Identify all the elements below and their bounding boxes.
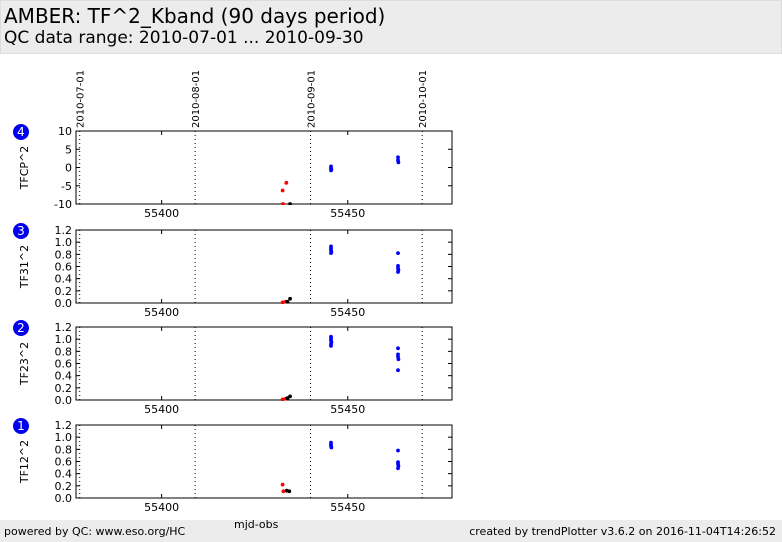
panel-1: 55400 55450 1.21.00.80.60.40.20.0 TF12^2 1 — [13, 418, 453, 514]
data-point-blue — [396, 251, 400, 256]
data-point-black — [288, 296, 292, 301]
y-tick-label: 0.2 — [55, 285, 73, 298]
x-tick-label: 55450 — [330, 306, 365, 319]
y-tick-label: 0.6 — [55, 358, 73, 371]
x-tick-label: 55450 — [330, 501, 365, 514]
y-tick-label: 0.2 — [55, 382, 73, 395]
y-tick-label: 0.8 — [55, 443, 73, 456]
data-point-red — [280, 397, 285, 401]
panel-3: 55400 55450 1.21.00.80.60.40.20.0 TF31^2 3 — [13, 223, 453, 319]
y-axis-label: TFCP^2 — [18, 146, 31, 191]
page-title: AMBER: TF^2_Kband (90 days period) — [4, 4, 386, 28]
date-label: 2010-07-01 — [76, 70, 87, 128]
data-point-blue — [329, 251, 333, 256]
panel-number-badge — [13, 418, 29, 434]
panel-number: 3 — [17, 224, 25, 238]
data-point-blue — [396, 357, 401, 362]
y-tick-label: 10 — [58, 125, 72, 138]
y-axis-label: TF12^2 — [18, 440, 31, 484]
data-point-black — [285, 299, 290, 304]
x-axis-label: mjd-obs — [234, 518, 279, 531]
data-points — [280, 244, 401, 304]
panel-2: 55400 55450 1.21.00.80.60.40.20.0 TF23^2 2 — [13, 320, 453, 416]
y-axis-label: TF31^2 — [18, 245, 31, 289]
footer-credit: powered by QC: www.eso.org/HC — [4, 525, 186, 538]
panel-frame — [75, 130, 453, 205]
data-point-red — [280, 300, 285, 304]
data-point-blue — [396, 346, 400, 351]
panel-frame — [75, 229, 453, 304]
panel-number: 1 — [17, 419, 25, 433]
y-tick-label: 0 — [65, 162, 72, 175]
data-point-red — [281, 202, 285, 205]
data-point-red — [280, 482, 285, 487]
x-tick-label: 55450 — [330, 403, 365, 416]
data-point-blue — [396, 466, 400, 471]
y-tick-label: 0.8 — [55, 248, 73, 261]
data-point-blue — [396, 155, 400, 160]
page-subtitle: QC data range: 2010-07-01 ... 2010-09-30 — [4, 28, 364, 48]
y-tick-label: 1.2 — [55, 419, 73, 432]
data-point-black — [285, 396, 290, 401]
x-tick-label: 55400 — [144, 306, 179, 319]
date-label: 2010-10-01 — [418, 70, 429, 128]
data-points — [280, 334, 401, 401]
data-points — [280, 155, 401, 205]
panel-frame — [75, 424, 453, 499]
trend-plot: 2010-07-01 2010-08-01 2010-09-01 2010-10-01… — [13, 70, 453, 514]
y-tick-label: 1.2 — [55, 224, 73, 237]
date-label: 2010-08-01 — [191, 70, 202, 128]
x-tick-label: 55400 — [144, 207, 179, 220]
panel-number: 2 — [17, 321, 25, 335]
header-bar — [0, 0, 782, 54]
data-point-blue — [396, 160, 401, 165]
data-point-blue — [396, 368, 400, 373]
data-point-blue — [329, 445, 334, 450]
y-tick-label: 1.0 — [55, 333, 73, 346]
panel-number-badge — [13, 320, 29, 336]
y-tick-label: 0.0 — [55, 394, 73, 407]
data-point-blue — [396, 448, 400, 453]
panel-number-badge — [13, 223, 29, 239]
panel-number-badge — [13, 124, 29, 140]
panel-frame — [75, 326, 453, 401]
footer-created: created by trendPlotter v3.6.2 on 2016-1… — [469, 525, 776, 538]
y-tick-label: 1.2 — [55, 321, 73, 334]
y-axis-label: TF23^2 — [18, 342, 31, 386]
y-tick-label: 0.6 — [55, 261, 73, 274]
x-tick-label: 55400 — [144, 403, 179, 416]
data-point-red — [281, 489, 286, 494]
y-tick-label: 0.4 — [55, 468, 73, 481]
y-tick-label: 1.0 — [55, 236, 73, 249]
y-tick-label: 0.0 — [55, 492, 73, 505]
y-tick-label: 0.4 — [55, 370, 73, 383]
y-tick-label: 1.0 — [55, 431, 73, 444]
y-tick-label: 0.6 — [55, 456, 73, 469]
footer-bar — [0, 520, 782, 542]
y-tick-label: 0.8 — [55, 345, 73, 358]
data-point-blue — [396, 270, 400, 274]
panel-4: 55400 55450 10 5 0 -5 -10 TFCP^2 4 — [13, 124, 453, 220]
y-tick-label: 0.2 — [55, 480, 73, 493]
data-point-blue — [329, 168, 333, 173]
data-point-black — [284, 488, 289, 493]
data-point-black — [288, 202, 292, 205]
x-tick-label: 55450 — [330, 207, 365, 220]
y-tick-label: -5 — [61, 180, 72, 193]
panel-number: 4 — [17, 125, 25, 139]
y-tick-label: 5 — [65, 143, 72, 156]
data-point-blue — [329, 343, 333, 348]
data-point-red — [284, 180, 289, 185]
y-tick-label: -10 — [54, 198, 72, 211]
data-points — [280, 440, 401, 494]
data-point-red — [280, 188, 285, 193]
y-tick-label: 0.4 — [55, 273, 73, 286]
date-label: 2010-09-01 — [307, 70, 318, 128]
y-tick-label: 0.0 — [55, 297, 73, 310]
x-tick-label: 55400 — [144, 501, 179, 514]
